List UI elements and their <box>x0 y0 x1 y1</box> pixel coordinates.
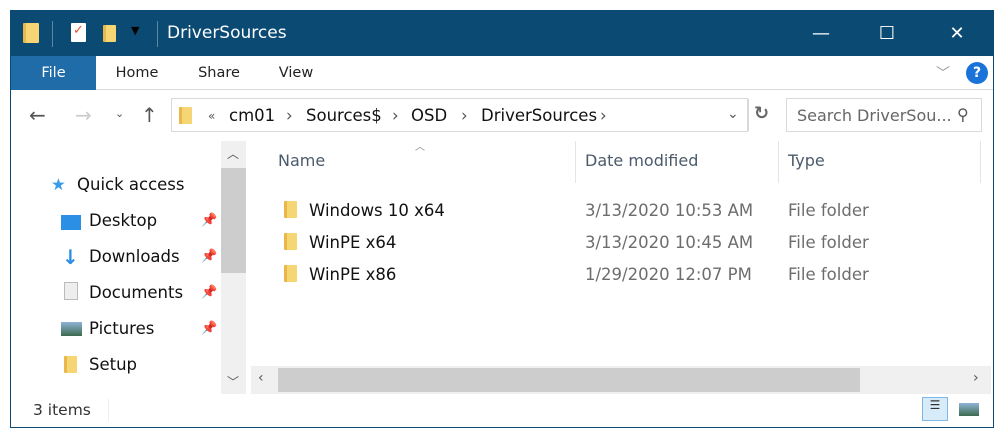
scroll-down-icon[interactable]: ﹀ <box>227 375 240 389</box>
search-input[interactable]: Search DriverSou... ⚲ <box>786 98 982 132</box>
horizontal-scrollbar[interactable]: ‹ › <box>251 366 991 394</box>
desktop-icon <box>61 215 81 230</box>
breadcrumb-separator[interactable]: › <box>286 106 293 125</box>
scrollbar-thumb[interactable] <box>278 368 860 392</box>
nav-setup[interactable]: Setup <box>89 355 138 374</box>
navigation-pane: ★ Quick access Desktop 📌 ↓ Downloads 📌 D… <box>11 141 246 394</box>
address-dropdown-icon[interactable]: ⌄ <box>727 106 739 122</box>
explorer-window: ✓ ▼ DriverSources — ☐ ✕ File Home Share … <box>10 10 994 428</box>
scroll-up-icon[interactable]: ︿ <box>227 147 240 161</box>
recent-locations-icon[interactable]: ⌄ <box>115 107 125 120</box>
tab-home[interactable]: Home <box>115 65 159 81</box>
details-view-icon[interactable]: ☰ <box>922 397 948 421</box>
file-row[interactable]: Windows 10 x64 3/13/2020 10:53 AM File f… <box>271 194 971 226</box>
folder-icon <box>179 107 192 124</box>
quick-access-star-icon: ★ <box>51 175 66 194</box>
properties-icon[interactable]: ✓ <box>71 23 86 42</box>
breadcrumb-separator[interactable]: › <box>392 106 399 125</box>
close-button[interactable]: ✕ <box>949 23 965 44</box>
forward-button[interactable]: → <box>75 103 92 127</box>
nav-vertical-scrollbar[interactable]: ︿ ﹀ <box>221 141 246 394</box>
divider <box>108 399 109 421</box>
title-bar: ✓ ▼ DriverSources — ☐ ✕ <box>11 11 993 56</box>
file-name: WinPE x86 <box>309 265 397 284</box>
file-date: 1/29/2020 12:07 PM <box>585 265 752 284</box>
new-folder-icon[interactable] <box>103 25 116 42</box>
ribbon: File Home Share View ﹀ ? <box>11 56 993 90</box>
minimize-button[interactable]: — <box>812 23 830 44</box>
breadcrumb-overflow[interactable]: « <box>208 109 216 123</box>
documents-icon <box>64 282 78 300</box>
nav-pictures[interactable]: Pictures <box>89 319 155 338</box>
file-name: WinPE x64 <box>309 233 397 252</box>
file-date: 3/13/2020 10:53 AM <box>585 201 754 220</box>
maximize-button[interactable]: ☐ <box>878 23 896 44</box>
column-header-name[interactable]: Name <box>278 151 326 170</box>
nav-quick-access[interactable]: Quick access <box>77 175 185 194</box>
pin-icon[interactable]: 📌 <box>201 249 218 264</box>
divider <box>980 141 981 183</box>
breadcrumb-separator[interactable]: › <box>600 106 607 125</box>
breadcrumb-osd[interactable]: OSD <box>411 106 448 125</box>
breadcrumb-driversources[interactable]: DriverSources <box>481 106 598 125</box>
folder-icon <box>23 23 39 43</box>
customize-toolbar-icon[interactable]: ▼ <box>131 24 140 37</box>
status-item-count: 3 items <box>33 401 91 419</box>
file-type: File folder <box>788 201 869 220</box>
divider <box>778 141 779 183</box>
sort-ascending-icon: ︿ <box>415 142 425 153</box>
help-icon[interactable]: ? <box>966 62 988 84</box>
divider <box>575 141 576 183</box>
file-type: File folder <box>788 265 869 284</box>
divider <box>748 99 749 131</box>
downloads-icon: ↓ <box>62 245 79 269</box>
scrollbar-thumb[interactable] <box>221 168 246 273</box>
address-bar[interactable]: « cm01 › Sources$ › OSD › DriverSources … <box>171 98 769 132</box>
search-icon[interactable]: ⚲ <box>957 105 969 124</box>
pin-icon[interactable]: 📌 <box>201 285 218 300</box>
nav-documents[interactable]: Documents <box>89 283 184 302</box>
folder-icon <box>284 201 297 218</box>
tab-share[interactable]: Share <box>198 65 240 81</box>
file-name: Windows 10 x64 <box>309 201 445 220</box>
expand-ribbon-icon[interactable]: ﹀ <box>936 66 950 82</box>
file-type: File folder <box>788 233 869 252</box>
tab-view[interactable]: View <box>278 65 314 81</box>
folder-icon <box>284 233 297 250</box>
back-button[interactable]: ← <box>29 103 46 127</box>
search-placeholder: Search DriverSou... <box>797 106 952 125</box>
pin-icon[interactable]: 📌 <box>201 321 218 336</box>
divider <box>157 21 158 47</box>
nav-downloads[interactable]: Downloads <box>89 247 180 266</box>
file-row[interactable]: WinPE x64 3/13/2020 10:45 AM File folder <box>271 226 971 258</box>
scroll-right-icon[interactable]: › <box>973 370 979 386</box>
column-header-date[interactable]: Date modified <box>585 151 699 170</box>
pictures-icon <box>61 322 82 336</box>
column-header-type[interactable]: Type <box>788 151 825 170</box>
breadcrumb-sources[interactable]: Sources$ <box>306 106 382 125</box>
file-row[interactable]: WinPE x86 1/29/2020 12:07 PM File folder <box>271 258 971 290</box>
window-title: DriverSources <box>167 23 287 43</box>
breadcrumb-separator[interactable]: › <box>461 106 468 125</box>
pin-icon[interactable]: 📌 <box>201 213 218 228</box>
large-icons-view-icon[interactable] <box>959 403 979 416</box>
breadcrumb-cm01[interactable]: cm01 <box>229 106 276 125</box>
folder-icon <box>64 356 77 373</box>
folder-icon <box>284 265 297 282</box>
tab-file[interactable]: File <box>11 56 96 90</box>
divider <box>52 21 53 47</box>
refresh-icon[interactable]: ↻ <box>754 103 770 124</box>
nav-desktop[interactable]: Desktop <box>89 211 158 230</box>
up-button[interactable]: ↑ <box>141 103 158 127</box>
file-date: 3/13/2020 10:45 AM <box>585 233 754 252</box>
scroll-left-icon[interactable]: ‹ <box>258 370 264 386</box>
